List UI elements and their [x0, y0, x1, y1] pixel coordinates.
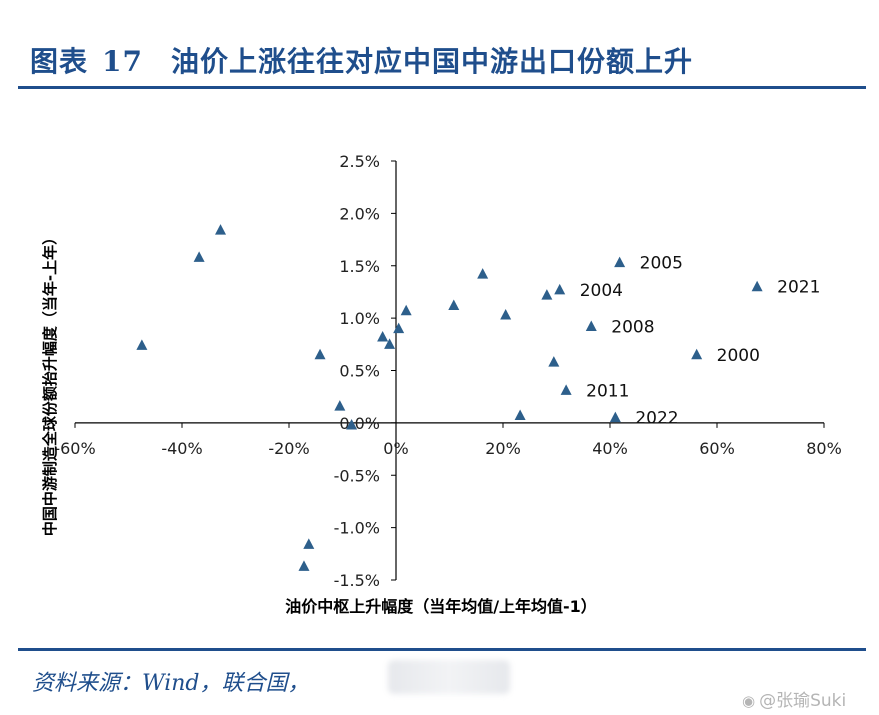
y-tick-label: 2.5%: [339, 152, 380, 171]
x-tick-label: 80%: [806, 439, 842, 458]
point-label: 2008: [611, 318, 654, 338]
x-tick-label: -60%: [54, 439, 95, 458]
data-point: [548, 356, 560, 367]
data-points: [136, 224, 763, 571]
data-point: [541, 289, 553, 300]
data-point: [314, 348, 326, 360]
data-point: [691, 348, 703, 360]
point-label: 2021: [777, 278, 820, 298]
y-tick-label: 0.0%: [339, 414, 380, 433]
figure-label: 图表: [30, 45, 89, 78]
x-tick-label: 40%: [592, 439, 628, 458]
x-tick-label: 0%: [383, 439, 408, 458]
y-tick-label: 1.5%: [339, 257, 380, 276]
data-point: [303, 538, 315, 549]
data-point: [614, 256, 626, 268]
weibo-icon: ◉: [742, 692, 756, 710]
data-point: [500, 308, 512, 320]
tick-labels: -60% -40% -20% 0% 20% 40% 60% 80% -1.5% -1.0% -0.5…: [54, 152, 841, 590]
footer-divider: [18, 648, 866, 651]
x-tick-label: 20%: [485, 439, 521, 458]
data-point: [448, 299, 460, 311]
watermark: ◉ @张瑜Suki: [742, 686, 846, 711]
data-point: [609, 411, 621, 423]
data-point: [215, 224, 227, 235]
y-tick-label: 0.5%: [339, 362, 380, 381]
figure-title-text: 油价上涨往往对应中国中游出口份额上升: [170, 45, 693, 78]
data-point: [384, 338, 396, 349]
point-labels: 2004 2005 2008 2011 2022 2000 2021: [580, 254, 821, 429]
data-point: [193, 251, 205, 262]
y-tick-label: -1.5%: [334, 571, 380, 590]
data-point: [554, 283, 566, 295]
scatter-chart: -60% -40% -20% 0% 20% 40% 60% 80% -1.5% -1.0% -0.5…: [41, 152, 842, 616]
point-label: 2011: [586, 381, 629, 401]
source-note: 资料来源：Wind，联合国，: [32, 671, 310, 696]
data-point: [400, 304, 412, 316]
x-tick-label: -20%: [268, 439, 309, 458]
data-point: [585, 320, 597, 332]
data-point: [298, 560, 310, 571]
point-label: 2004: [580, 281, 623, 301]
data-point: [377, 330, 389, 342]
y-axis-label: 中国中游制造全球份额抬升幅度（当年-上年）: [41, 230, 59, 536]
point-label: 2005: [640, 254, 683, 274]
data-point: [334, 400, 346, 411]
x-tick-label: -40%: [161, 439, 202, 458]
redacted-source-area: [388, 660, 510, 694]
point-label: 2000: [717, 346, 760, 366]
data-point: [560, 384, 572, 395]
y-tick-label: 1.0%: [339, 309, 380, 328]
x-tick-label: 60%: [699, 439, 735, 458]
data-point: [514, 409, 526, 421]
data-point: [136, 339, 148, 350]
watermark-text: @张瑜Suki: [759, 691, 847, 711]
x-axis-label: 油价中枢上升幅度（当年均值/上年均值-1）: [285, 597, 597, 616]
figure-title: 图表 17 油价上涨往往对应中国中游出口份额上升: [30, 40, 693, 80]
data-point: [477, 268, 489, 279]
data-point: [751, 280, 763, 292]
chart-axes: [74, 160, 825, 581]
point-label: 2022: [635, 409, 678, 429]
data-point: [346, 418, 358, 430]
data-point: [393, 322, 405, 334]
figure-number: 17: [102, 45, 143, 78]
y-tick-label: 2.0%: [339, 204, 380, 223]
title-divider: [18, 86, 866, 89]
y-tick-label: -0.5%: [334, 466, 380, 485]
y-tick-label: -1.0%: [334, 519, 380, 538]
